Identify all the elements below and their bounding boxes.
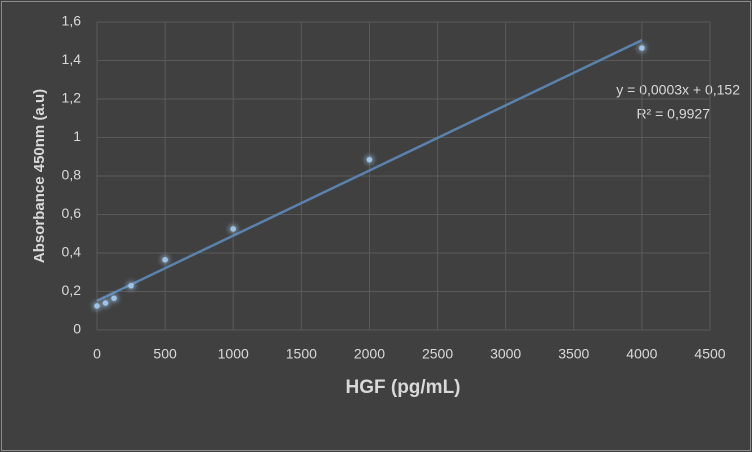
trendline [96,39,643,302]
y-tick-label: 0,8 [62,167,82,183]
point [230,226,237,232]
point [111,295,117,302]
point [639,45,645,51]
point [102,300,109,306]
trendline-equation: y = 0,0003x + 0,152 [616,82,740,98]
x-tick-label: 1500 [286,346,317,362]
y-tick-label: 1,2 [62,90,82,106]
point [366,156,373,163]
point [128,282,134,289]
point [162,256,168,263]
x-tick-label: 500 [153,346,177,362]
x-tick-label: 3500 [558,346,589,362]
y-tick-label: 0,4 [62,244,82,260]
y-tick-label: 0,2 [62,282,82,298]
y-tick-label: 0 [73,321,81,337]
y-tick-label: 1,6 [62,13,82,29]
x-tick-label: 1000 [218,346,249,362]
point [94,303,100,309]
x-tick-label: 3000 [490,346,521,362]
x-tick-label: 4500 [694,346,725,362]
x-tick-label: 0 [93,346,101,362]
y-tick-label: 0,6 [62,205,82,221]
x-tick-label: 2500 [422,346,453,362]
y-tick-label: 1,4 [62,51,82,67]
trendline-r-squared: R² = 0,9927 [636,106,710,122]
x-tick-label: 2000 [354,346,385,362]
x-axis-title: HGF (pg/mL) [345,377,460,398]
x-tick-label: 4000 [626,346,657,362]
y-axis-title: Absorbance 450nm (a.u) [31,89,48,263]
y-tick-label: 1 [73,128,81,144]
